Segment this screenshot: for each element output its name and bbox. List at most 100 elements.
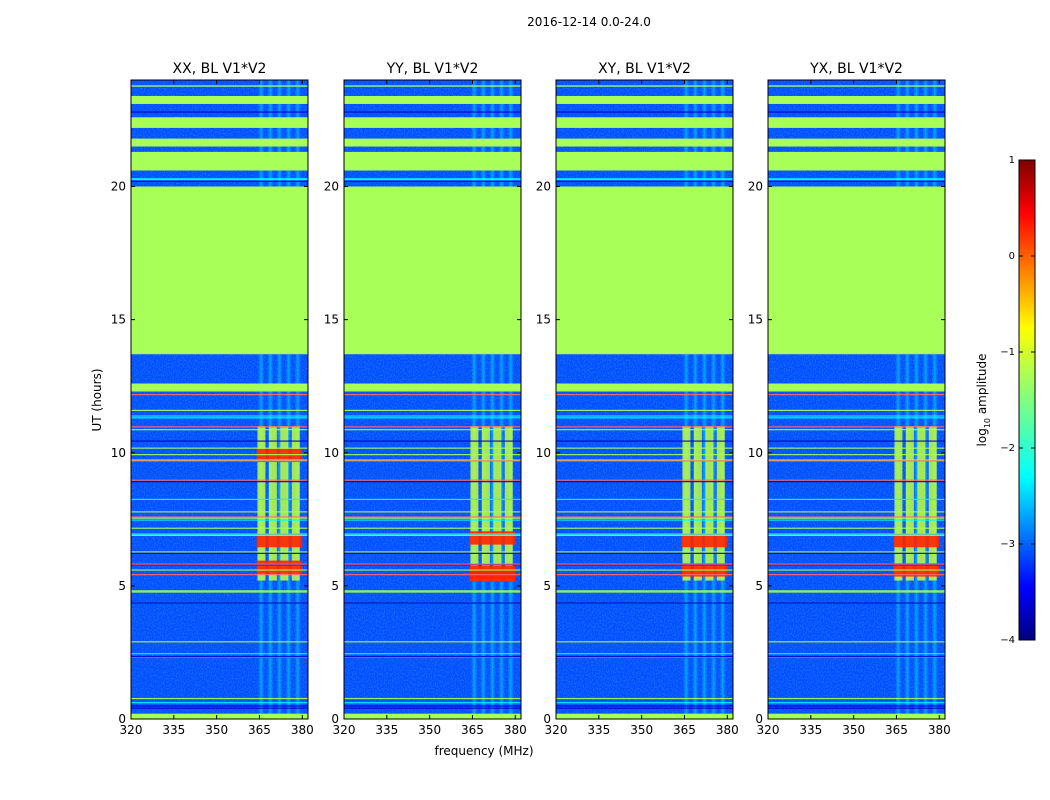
y-tick-label: 20 (536, 180, 551, 194)
panel-1-heatmap (131, 80, 308, 719)
colorbar-label-sub: 10 (983, 418, 992, 428)
x-tick-label: 380 (716, 723, 739, 737)
flagged-stripe (344, 552, 521, 554)
flagged-stripe (556, 656, 733, 659)
y-tick-label: 0 (118, 712, 126, 726)
rfi-streak (913, 80, 920, 719)
flagged-stripe (768, 707, 945, 709)
flagged-stripe (768, 705, 945, 707)
y-tick-label: 20 (111, 180, 126, 194)
flagged-stripe (344, 534, 521, 536)
flagged-stripe (344, 656, 521, 659)
x-tick-label: 365 (461, 723, 484, 737)
rfi-channel-block (257, 426, 266, 581)
flagged-stripe (556, 591, 733, 593)
x-tick-label: 350 (205, 723, 228, 737)
flagged-stripe (131, 459, 308, 461)
flagged-stripe (556, 653, 733, 655)
flagged-stripe (768, 409, 945, 411)
flagged-stripe (768, 702, 945, 704)
panel-frame (130, 79, 309, 720)
flagged-row-block (768, 138, 945, 147)
flagged-stripe (344, 440, 521, 442)
flagged-stripe (556, 498, 733, 500)
rfi-channel-block (917, 426, 926, 581)
rfi-channel-block (268, 426, 277, 581)
flagged-stripe (768, 641, 945, 643)
flagged-row-block (768, 95, 945, 104)
flagged-stripe (556, 574, 733, 576)
flagged-stripe (131, 179, 308, 181)
figure-suptitle: 2016-12-14 0.0-24.0 (527, 15, 651, 29)
flagged-stripe (131, 481, 308, 483)
x-tick-label: 350 (630, 723, 653, 737)
flagged-stripe (768, 426, 945, 428)
flagged-row-block (344, 117, 521, 128)
rfi-bright-row (256, 560, 303, 574)
flagged-stripe (131, 479, 308, 481)
y-axis-label: UT (hours) (90, 368, 104, 431)
flagged-stripe (131, 656, 308, 659)
flagged-stripe (768, 429, 945, 431)
flagged-stripe (556, 440, 733, 442)
flagged-stripe (344, 516, 521, 518)
flagged-stripe (131, 511, 308, 513)
flagged-stripe (344, 459, 521, 461)
panel-2: YY, BL V1*V2 320 335 350 365 380 0 5 10 15 20 (324, 61, 527, 737)
flagged-stripe (556, 569, 733, 571)
flagged-stripe (768, 551, 945, 553)
flagged-stripe (556, 702, 733, 704)
flagged-row-block (556, 95, 733, 104)
y-tick-label: 5 (543, 579, 551, 593)
flagged-row-block (131, 138, 308, 147)
flagged-stripe (344, 481, 521, 483)
flagged-stripe (556, 479, 733, 481)
flagged-stripe (556, 426, 733, 428)
panel-frame (343, 79, 522, 720)
y-tick-label: 5 (331, 579, 339, 593)
flagged-stripe (344, 551, 521, 553)
rfi-streak (710, 80, 717, 719)
flagged-stripe (344, 653, 521, 655)
flagged-stripe (131, 697, 308, 700)
flagged-stripe (768, 563, 945, 565)
rfi-streak (294, 80, 301, 719)
flagged-stripe (556, 590, 733, 592)
colorbar-label: log10 amplitude (975, 354, 992, 447)
flagged-stripe (768, 178, 945, 180)
x-tick-label: 380 (504, 723, 527, 737)
flagged-row-block (556, 138, 733, 147)
y-tick-label: 15 (536, 313, 551, 327)
flagged-stripe (344, 85, 521, 87)
flagged-row-block (344, 186, 521, 355)
flagged-stripe (131, 702, 308, 704)
flagged-stripe (556, 394, 733, 396)
flagged-row-block (556, 117, 733, 128)
x-tick-label: 320 (757, 723, 780, 737)
panel-frame (555, 79, 734, 720)
flagged-stripe (768, 656, 945, 658)
flagged-row-block (344, 138, 521, 147)
flagged-row-block (131, 95, 308, 104)
rfi-channel-block (693, 426, 702, 581)
y-tick-label: 0 (755, 712, 763, 726)
flagged-stripe (131, 180, 308, 182)
flagged-stripe (344, 517, 521, 519)
flagged-stripe (768, 180, 945, 182)
flagged-stripe (768, 590, 945, 592)
flagged-stripe (131, 656, 308, 658)
rfi-streak (683, 80, 690, 719)
rfi-streak (276, 80, 283, 719)
rfi-bright-row (469, 531, 516, 545)
flagged-stripe (344, 656, 521, 658)
panel-title: YY, BL V1*V2 (386, 61, 479, 77)
flagged-stripe (131, 409, 308, 411)
flagged-stripe (768, 454, 945, 456)
flagged-stripe (344, 511, 521, 513)
rfi-channel-block (493, 426, 502, 581)
flagged-stripe (556, 552, 733, 554)
y-tick-label: 10 (111, 446, 126, 460)
rfi-streak (931, 80, 938, 719)
flagged-stripe (344, 697, 521, 700)
x-tick-label: 365 (248, 723, 271, 737)
